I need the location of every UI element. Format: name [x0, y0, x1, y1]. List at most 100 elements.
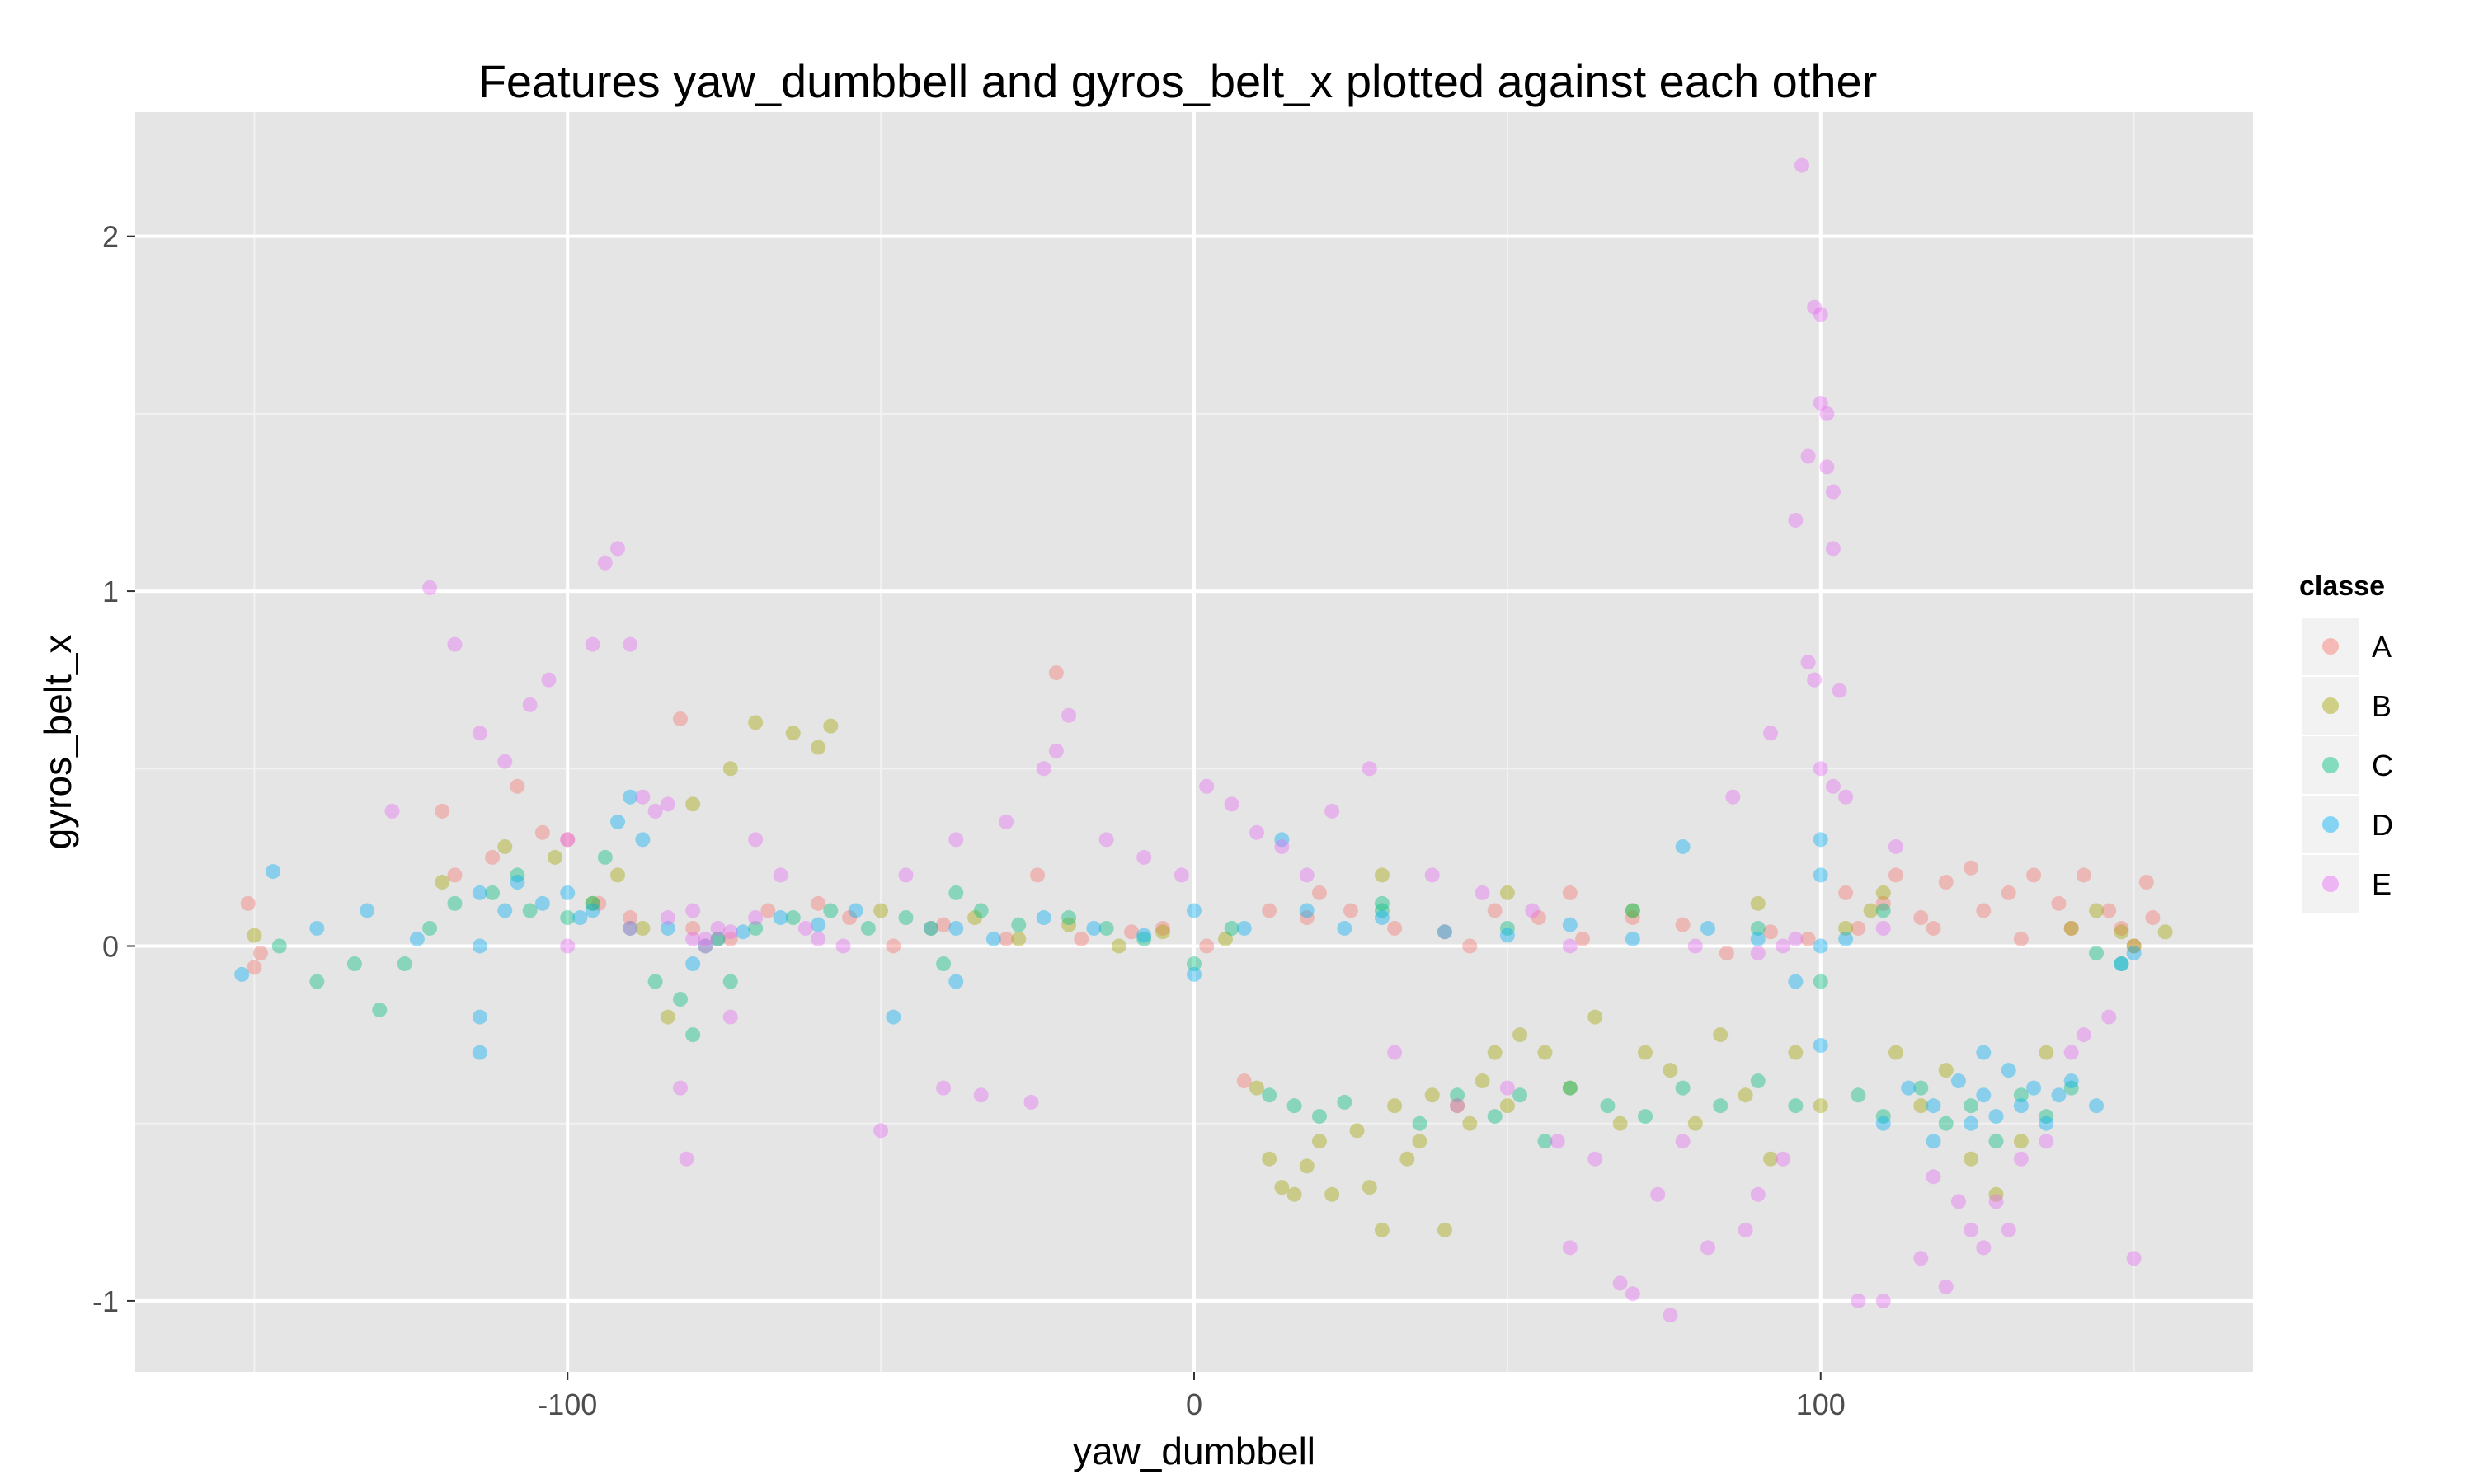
data-point-C: [1374, 895, 1390, 911]
data-point-A: [1575, 931, 1591, 946]
data-point-B: [1374, 867, 1390, 883]
data-point-B: [1988, 1186, 2004, 1202]
data-point-C: [1487, 1109, 1503, 1125]
data-point-D: [1976, 1087, 1992, 1103]
data-point-A: [1851, 920, 1866, 936]
data-point-C: [936, 956, 952, 972]
data-point-C: [748, 920, 764, 936]
data-point-B: [1424, 1087, 1440, 1103]
data-point-A: [2114, 920, 2129, 936]
data-point-C: [1875, 1109, 1891, 1125]
legend-label-B: B: [2372, 689, 2392, 723]
data-point-C: [2013, 1087, 2029, 1103]
data-point-A: [999, 931, 1014, 946]
data-point-B: [2089, 903, 2105, 918]
data-point-A: [1155, 920, 1171, 936]
data-point-B: [1938, 1063, 1954, 1078]
data-point-A: [2001, 885, 2016, 900]
data-point-D: [1813, 867, 1828, 883]
data-point-C: [1311, 1109, 1327, 1125]
data-point-A: [1888, 867, 1903, 883]
data-point-D: [660, 920, 675, 936]
data-point-E: [936, 1080, 952, 1096]
data-point-D: [1813, 938, 1828, 954]
data-point-B: [1262, 1151, 1277, 1167]
data-point-D: [534, 895, 550, 911]
data-point-E: [522, 697, 538, 712]
data-point-D: [610, 814, 626, 829]
data-point-D: [2051, 1087, 2067, 1103]
data-point-E: [1562, 1240, 1578, 1256]
data-point-E: [811, 931, 826, 946]
data-point-C: [271, 938, 287, 954]
data-point-A: [1262, 903, 1277, 918]
data-point-A: [240, 895, 256, 911]
data-point-C: [1625, 903, 1640, 918]
data-point-B: [811, 740, 826, 755]
data-point-E: [1819, 406, 1835, 421]
data-point-E: [1700, 1240, 1716, 1256]
data-point-B: [1111, 938, 1126, 954]
data-point-B: [497, 838, 513, 854]
data-point-B: [1274, 1180, 1290, 1195]
data-point-E: [1813, 761, 1828, 777]
data-point-B: [1412, 1134, 1427, 1149]
data-point-E: [1725, 789, 1741, 805]
data-point-D: [2039, 1115, 2054, 1131]
data-point-E: [1926, 1169, 1941, 1185]
data-point-D: [1926, 1134, 1941, 1149]
y-axis-label: gyros_belt_x: [36, 635, 79, 850]
data-point-E: [1675, 1134, 1691, 1149]
data-point-B: [2114, 924, 2129, 940]
legend-key-D: [2300, 794, 2361, 855]
data-point-E: [1807, 672, 1823, 688]
data-point-D: [1976, 1045, 1992, 1060]
data-point-D: [1625, 931, 1640, 946]
data-point-A: [1913, 910, 1929, 926]
data-point-E: [1825, 484, 1841, 500]
data-point-A: [485, 849, 501, 865]
data-point-C: [485, 885, 501, 900]
data-point-B: [1462, 1115, 1478, 1131]
data-point-E: [1825, 541, 1841, 556]
data-point-D: [1187, 966, 1202, 982]
x-tick-label: 0: [1186, 1388, 1202, 1421]
data-point-D: [773, 910, 788, 926]
data-point-D: [1964, 1115, 1979, 1131]
data-point-B: [1155, 924, 1171, 940]
data-point-E: [1587, 1151, 1603, 1167]
data-point-E: [1888, 838, 1903, 854]
data-point-A: [435, 803, 450, 819]
data-point-B: [1061, 917, 1077, 932]
data-point-E: [472, 726, 487, 741]
legend-swatch-B: [2322, 697, 2339, 714]
data-point-E: [1475, 885, 1490, 900]
data-point-B: [1387, 1098, 1403, 1114]
data-point-C: [1600, 1098, 1616, 1114]
data-point-E: [2101, 1009, 2117, 1025]
data-point-E: [2126, 1251, 2142, 1266]
data-point-E: [1838, 789, 1854, 805]
data-point-A: [1487, 903, 1503, 918]
data-point-A: [1074, 931, 1089, 946]
x-tick-label: 100: [1796, 1388, 1846, 1421]
data-point-B: [1286, 1186, 1302, 1202]
data-point-E: [1776, 938, 1791, 954]
data-point-E: [1098, 832, 1114, 848]
data-point-E: [698, 931, 713, 946]
data-point-C: [510, 867, 525, 883]
data-point-A: [811, 895, 826, 911]
data-point-A: [1299, 910, 1315, 926]
data-point-E: [610, 541, 626, 556]
data-point-D: [1950, 1073, 1966, 1089]
data-point-E: [1036, 761, 1051, 777]
data-point-C: [372, 1002, 388, 1017]
data-point-A: [1437, 924, 1452, 940]
data-point-B: [1750, 895, 1766, 911]
data-point-C: [2039, 1109, 2054, 1125]
x-axis-label: yaw_dumbbell: [1073, 1430, 1315, 1472]
data-point-B: [1475, 1073, 1490, 1089]
y-tick-label: 1: [102, 575, 119, 608]
data-point-E: [722, 924, 738, 940]
